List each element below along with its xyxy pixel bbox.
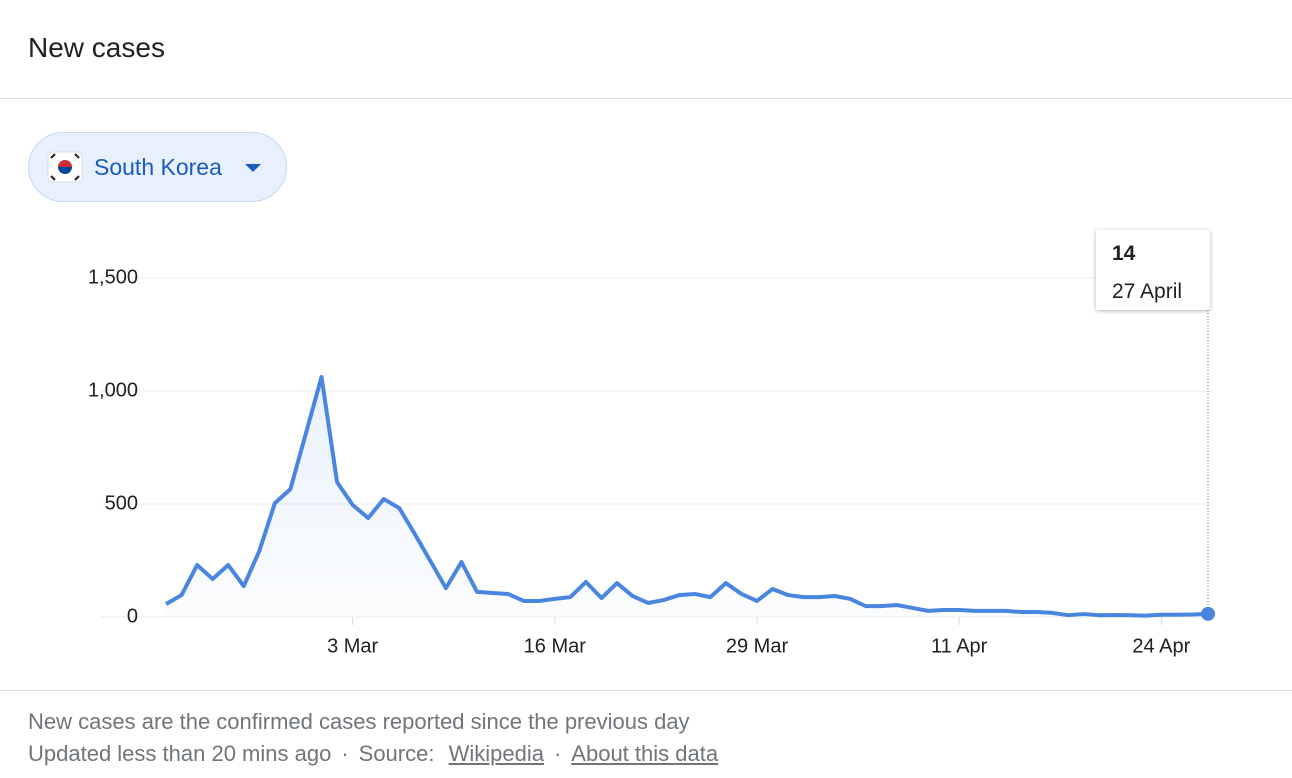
dropdown-caret [245,164,261,172]
area [166,376,1208,617]
y-tick-label: 1,500 [88,266,138,288]
source-label: Source: [358,741,435,766]
footer-note: New cases are the confirmed cases report… [28,709,690,734]
divider [0,98,1292,99]
x-tick-label: 29 Mar [726,635,789,657]
y-tick-label: 0 [127,605,138,627]
selector-label: South Korea [94,154,222,180]
separator: · [553,741,562,766]
y-tick-label: 1,000 [88,379,138,401]
tooltip-value: 14 [1112,242,1136,265]
tooltip-date: 27 April [1112,280,1183,303]
tooltip: 14 27 April [1096,230,1210,310]
x-tick-label: 11 Apr [931,635,988,657]
about-link[interactable]: About this data [571,741,719,766]
point [1201,606,1215,621]
x-tick-label: 3 Mar [327,635,378,657]
separator: · [341,741,349,766]
x-tick-label: 16 Mar [524,635,587,657]
flag-icon [47,151,83,183]
line [164,374,1209,618]
country-selector[interactable]: South Korea [28,132,287,202]
card-title: New cases [28,32,165,63]
source-link[interactable]: Wikipedia [448,741,544,766]
footer-meta: Updated less than 20 mins ago · Source: Wi… [28,741,718,767]
x-tick-label: 24 Apr [1132,635,1190,657]
divider [0,690,1292,691]
updated: Updated less than 20 mins ago [28,741,332,766]
y-tick-label: 500 [105,492,138,514]
